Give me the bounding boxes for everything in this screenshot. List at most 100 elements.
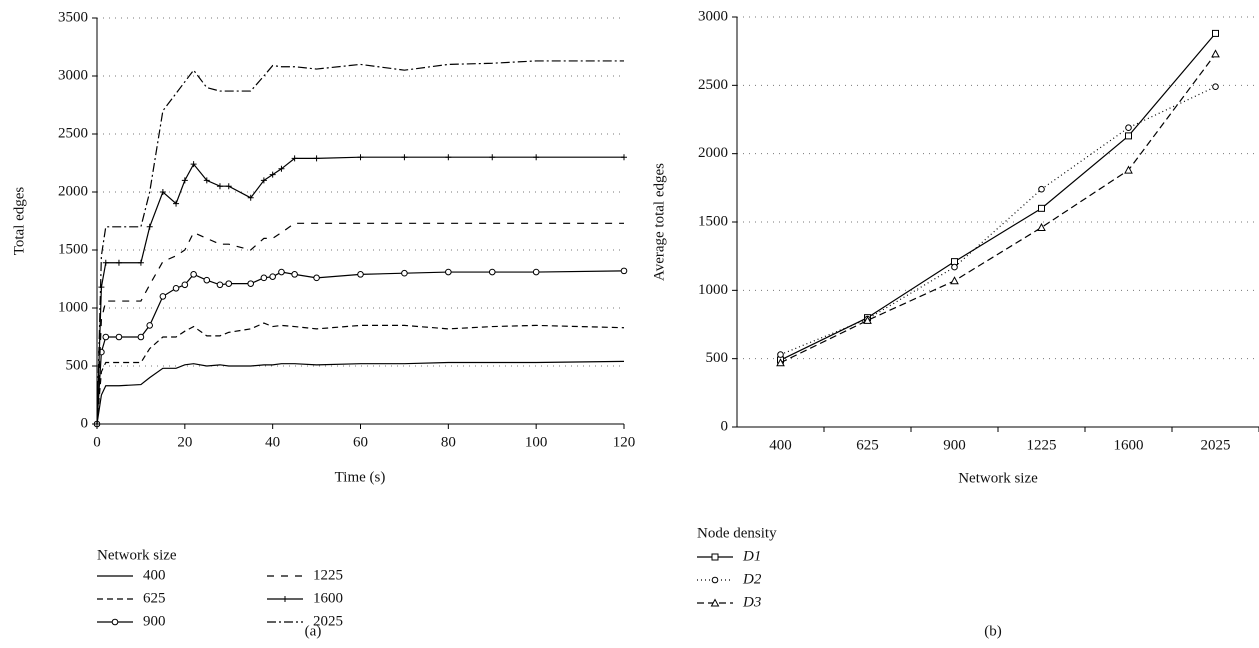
legend-marker <box>710 598 720 607</box>
y-tick-label: 1000 <box>698 282 728 298</box>
marker <box>1125 132 1132 140</box>
marker <box>1124 165 1133 174</box>
marker <box>181 281 189 289</box>
marker <box>291 155 298 162</box>
series-line <box>780 86 1216 356</box>
marker <box>357 271 364 278</box>
marker <box>445 268 452 276</box>
marker <box>98 284 105 291</box>
legend-label: 1600 <box>313 590 343 606</box>
series-line <box>96 60 624 425</box>
series-line <box>96 322 625 425</box>
marker <box>115 333 123 341</box>
x-tick-label: 400 <box>769 437 792 453</box>
x-tick-label: 625 <box>856 437 879 453</box>
x-tick-label: 100 <box>525 434 548 450</box>
marker <box>190 161 197 168</box>
y-axis-label: Average total edges <box>651 163 667 281</box>
marker <box>190 271 197 278</box>
marker <box>1037 222 1046 231</box>
marker <box>216 281 224 289</box>
marker <box>532 268 540 276</box>
marker <box>1212 29 1219 37</box>
x-tick-label: 1600 <box>1114 437 1144 453</box>
y-tick-label: 3000 <box>698 8 728 24</box>
marker <box>488 268 496 276</box>
marker <box>401 269 408 277</box>
x-tick-label: 20 <box>177 434 192 450</box>
marker <box>278 165 285 172</box>
marker <box>777 351 784 358</box>
marker <box>1211 49 1220 58</box>
marker <box>146 322 153 329</box>
legend-marker <box>111 618 119 626</box>
legend-label: 1225 <box>313 567 343 583</box>
marker <box>291 271 298 278</box>
marker <box>269 273 276 280</box>
x-tick-label: 120 <box>613 434 636 450</box>
marker <box>102 333 110 341</box>
legend-label: 400 <box>143 567 166 583</box>
y-axis-label: Total edges <box>11 187 27 256</box>
marker <box>401 154 408 161</box>
marker <box>137 259 144 266</box>
y-tick-label: 1000 <box>58 299 88 315</box>
marker <box>159 293 167 300</box>
legend-label: 625 <box>143 590 166 606</box>
series-line <box>96 270 625 425</box>
series-line <box>780 33 1216 361</box>
marker <box>173 200 180 207</box>
series-line <box>780 53 1216 364</box>
legend-label: D1 <box>742 548 761 564</box>
legend-marker <box>282 596 288 602</box>
marker <box>445 154 452 161</box>
x-axis-label: Network size <box>958 470 1038 486</box>
marker <box>269 171 276 178</box>
marker <box>260 177 267 184</box>
x-axis-label: Time (s) <box>335 469 386 485</box>
marker <box>159 189 166 195</box>
marker <box>1212 83 1219 90</box>
marker <box>203 276 211 284</box>
marker <box>115 259 122 266</box>
y-tick-label: 0 <box>81 415 89 431</box>
x-tick-label: 40 <box>265 434 280 450</box>
y-tick-label: 3000 <box>58 67 88 83</box>
marker <box>216 183 223 190</box>
marker <box>863 315 872 324</box>
legend-marker <box>711 576 719 584</box>
marker <box>489 154 496 161</box>
marker <box>951 263 958 271</box>
series-line <box>96 360 625 425</box>
legend-label: D3 <box>742 594 761 610</box>
marker <box>203 177 210 184</box>
marker <box>137 333 145 341</box>
marker <box>1125 124 1132 131</box>
x-tick-label: 60 <box>353 434 368 450</box>
y-tick-label: 1500 <box>58 241 88 257</box>
marker <box>225 280 233 287</box>
y-tick-label: 500 <box>706 350 729 366</box>
series-line <box>96 222 624 425</box>
marker <box>247 194 254 201</box>
marker <box>313 155 320 162</box>
marker <box>950 276 959 285</box>
x-tick-label: 2025 <box>1201 437 1231 453</box>
marker <box>621 154 627 161</box>
x-tick-label: 1225 <box>1027 437 1057 453</box>
y-tick-label: 0 <box>721 418 729 434</box>
marker <box>620 267 628 275</box>
marker <box>146 223 153 230</box>
marker <box>357 154 364 161</box>
caption: (b) <box>984 623 1002 639</box>
legend-title: Network size <box>97 547 177 563</box>
marker <box>260 274 268 282</box>
caption: (a) <box>305 623 322 639</box>
y-tick-label: 2500 <box>698 77 728 93</box>
marker <box>278 268 285 276</box>
marker <box>102 259 109 266</box>
legend-title: Node density <box>697 525 777 541</box>
y-tick-label: 500 <box>66 357 89 373</box>
y-tick-label: 2500 <box>58 125 88 141</box>
